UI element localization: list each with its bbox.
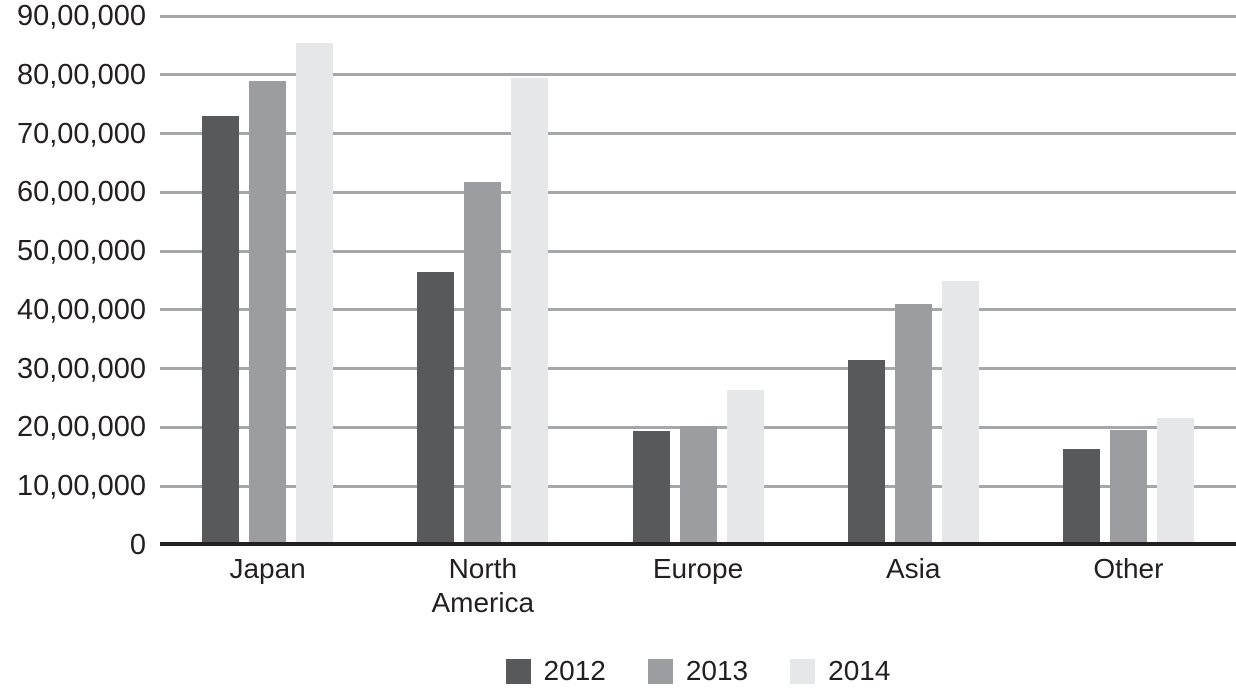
bar-2012-north-america: [417, 271, 455, 545]
legend-swatch-2013: [647, 658, 673, 684]
y-tick-label: 0: [129, 529, 146, 561]
bar-2013-asia: [894, 304, 932, 545]
gridline: [160, 308, 1236, 312]
x-label-text: Asia: [885, 553, 941, 584]
y-tick-label: 10,00,000: [16, 470, 146, 503]
y-tick-label: 80,00,000: [16, 58, 146, 91]
bar-2014-north-america: [511, 77, 549, 545]
y-tick-label: 90,00,000: [16, 0, 146, 32]
plot-area: [160, 14, 1236, 546]
legend-label: 2013: [685, 655, 749, 686]
y-tick-label: 50,00,000: [16, 235, 146, 268]
x-axis-line: [160, 542, 1236, 546]
bar-groups: [160, 16, 1236, 545]
x-label-other: Other: [1021, 552, 1236, 620]
legend-swatch-2014: [790, 658, 816, 684]
gridline: [160, 190, 1236, 194]
legend-item-2012: 2012: [505, 655, 606, 686]
legend-swatch-2012: [505, 658, 531, 684]
bar-2014-other: [1156, 418, 1194, 545]
y-axis-labels: 0 10,00,000 20,00,000 30,00,000 40,00,000 50,…: [0, 1, 146, 560]
gridline: [160, 249, 1236, 253]
bar-group-japan: [160, 16, 375, 545]
y-tick-label: 40,00,000: [16, 293, 146, 326]
x-label-north-america: North America: [375, 552, 590, 620]
y-tick-label: 20,00,000: [16, 411, 146, 444]
bar-2012-other: [1062, 448, 1100, 545]
x-label-asia: Asia: [806, 552, 1021, 620]
x-label-text: Japan: [229, 553, 306, 584]
x-label-europe: Europe: [590, 552, 805, 620]
gridline: [160, 14, 1236, 18]
bar-2013-other: [1109, 430, 1147, 545]
y-tick-label: 60,00,000: [16, 176, 146, 209]
legend-item-2014: 2014: [790, 656, 890, 686]
bar-2012-asia: [847, 359, 885, 545]
gridline: [160, 73, 1236, 77]
legend-item-2013: 2013: [647, 655, 749, 686]
x-label-text: Europe: [652, 553, 744, 584]
bar-2012-europe: [632, 431, 670, 545]
bar-2013-europe: [679, 426, 717, 545]
y-tick-label: 30,00,000: [16, 352, 146, 385]
bar-2013-north-america: [464, 181, 502, 545]
y-tick-label: 70,00,000: [16, 117, 146, 150]
bar-group-asia: [806, 16, 1021, 545]
bar-2014-japan: [296, 42, 334, 545]
bar-2013-japan: [249, 80, 287, 545]
bar-2012-japan: [202, 115, 240, 545]
bar-group-north-america: [375, 16, 590, 545]
gridline: [160, 132, 1236, 136]
x-label-text: North America: [431, 553, 535, 618]
bar-2014-europe: [726, 390, 764, 545]
x-label-text: Other: [1093, 553, 1164, 584]
bar-group-other: [1021, 16, 1236, 545]
legend-label: 2014: [828, 655, 891, 686]
legend-label: 2012: [543, 655, 606, 686]
bar-2014-asia: [941, 280, 979, 545]
x-label-japan: Japan: [160, 552, 375, 620]
gridline: [160, 367, 1236, 371]
x-axis-labels: Japan North America Europe Asia Other: [160, 552, 1236, 620]
bar-group-europe: [590, 16, 805, 545]
legend: 2012 2013 2014: [160, 656, 1236, 686]
